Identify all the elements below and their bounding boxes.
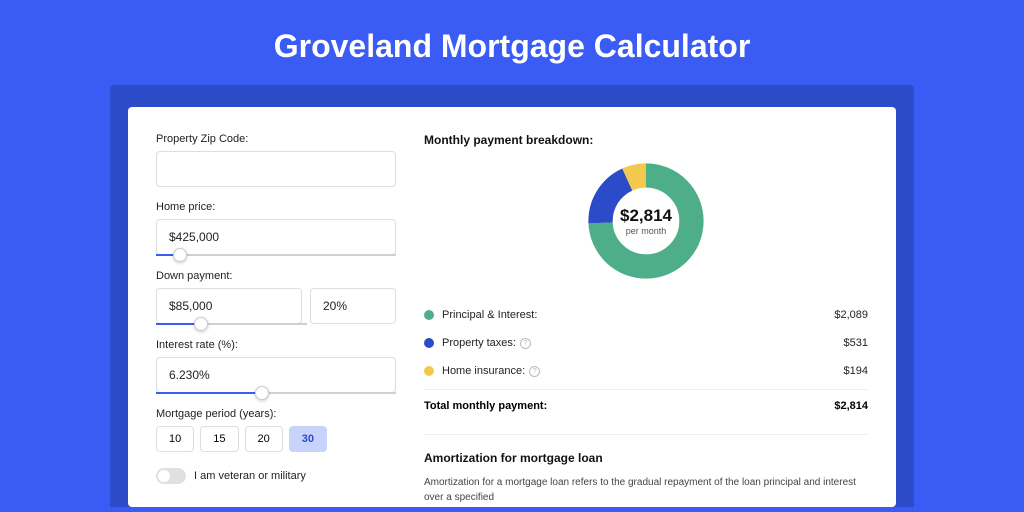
home-price-label: Home price: <box>156 201 396 213</box>
zip-input[interactable] <box>156 151 396 187</box>
legend-dot <box>424 366 434 376</box>
donut-chart: $2,814 per month <box>586 161 706 281</box>
period-button-10[interactable]: 10 <box>156 426 194 452</box>
home-price-slider[interactable] <box>156 254 396 256</box>
legend-row: Home insurance: ?$194 <box>424 357 868 385</box>
period-button-30[interactable]: 30 <box>289 426 327 452</box>
down-payment-input[interactable] <box>156 288 302 324</box>
legend-label: Principal & Interest: <box>442 309 834 321</box>
inner-band: Property Zip Code: Home price: Down paym… <box>110 85 914 507</box>
slider-thumb[interactable] <box>194 317 208 331</box>
legend: Principal & Interest: $2,089Property tax… <box>424 301 868 385</box>
interest-group: Interest rate (%): <box>156 339 396 394</box>
home-price-group: Home price: <box>156 201 396 256</box>
legend-dot <box>424 338 434 348</box>
form-column: Property Zip Code: Home price: Down paym… <box>156 133 396 507</box>
legend-value: $194 <box>844 365 868 377</box>
period-button-20[interactable]: 20 <box>245 426 283 452</box>
legend-label: Property taxes: ? <box>442 337 844 349</box>
veteran-label: I am veteran or military <box>194 470 306 482</box>
breakdown-title: Monthly payment breakdown: <box>424 133 868 147</box>
total-value: $2,814 <box>834 400 868 412</box>
home-price-input[interactable] <box>156 219 396 255</box>
legend-row: Property taxes: ?$531 <box>424 329 868 357</box>
donut-amount: $2,814 <box>620 206 672 226</box>
down-payment-slider[interactable] <box>156 323 307 325</box>
total-row: Total monthly payment: $2,814 <box>424 389 868 412</box>
total-label: Total monthly payment: <box>424 400 834 412</box>
donut-sub: per month <box>626 226 667 236</box>
interest-input[interactable] <box>156 357 396 393</box>
legend-row: Principal & Interest: $2,089 <box>424 301 868 329</box>
down-payment-pct-input[interactable] <box>310 288 396 324</box>
veteran-toggle[interactable] <box>156 468 186 484</box>
legend-value: $531 <box>844 337 868 349</box>
slider-thumb[interactable] <box>173 248 187 262</box>
amortization-title: Amortization for mortgage loan <box>424 451 868 465</box>
donut-chart-wrap: $2,814 per month <box>424 161 868 281</box>
period-label: Mortgage period (years): <box>156 408 396 420</box>
legend-label: Home insurance: ? <box>442 365 844 377</box>
zip-field-group: Property Zip Code: <box>156 133 396 187</box>
veteran-toggle-row: I am veteran or military <box>156 468 396 484</box>
page-title: Groveland Mortgage Calculator <box>0 0 1024 85</box>
legend-dot <box>424 310 434 320</box>
period-group: Mortgage period (years): 1015 2030 <box>156 408 396 452</box>
zip-label: Property Zip Code: <box>156 133 396 145</box>
help-icon[interactable]: ? <box>520 338 531 349</box>
amortization-body: Amortization for a mortgage loan refers … <box>424 475 868 505</box>
period-button-15[interactable]: 15 <box>200 426 238 452</box>
breakdown-column: Monthly payment breakdown: $2,814 per mo… <box>424 133 868 507</box>
help-icon[interactable]: ? <box>529 366 540 377</box>
toggle-knob <box>158 470 170 482</box>
interest-slider[interactable] <box>156 392 396 394</box>
slider-thumb[interactable] <box>255 386 269 400</box>
legend-value: $2,089 <box>834 309 868 321</box>
down-payment-label: Down payment: <box>156 270 396 282</box>
calculator-card: Property Zip Code: Home price: Down paym… <box>128 107 896 507</box>
interest-label: Interest rate (%): <box>156 339 396 351</box>
amortization-section: Amortization for mortgage loan Amortizat… <box>424 434 868 505</box>
down-payment-group: Down payment: <box>156 270 396 325</box>
